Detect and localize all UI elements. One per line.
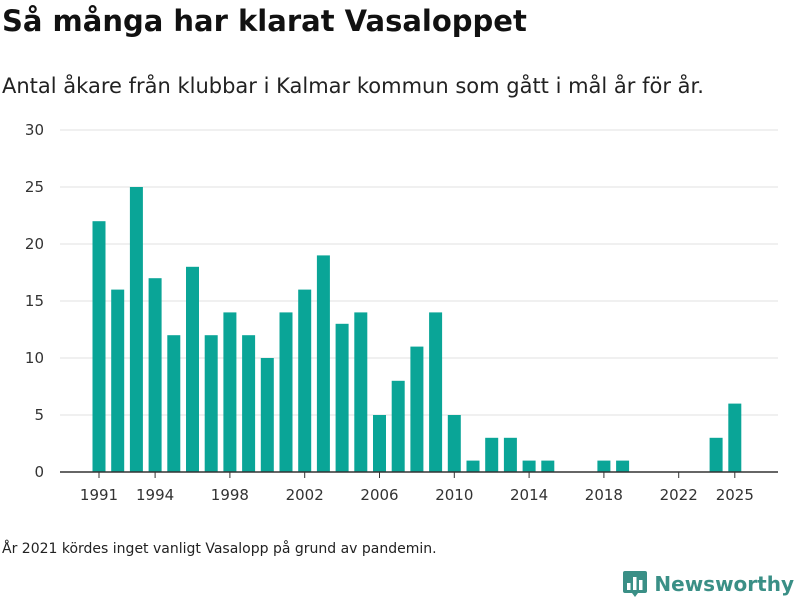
bar-chart-logo-icon — [623, 571, 648, 597]
x-tick-labels: 1991 1994 1998 2002 2006 2010 2014 2018 2022 2025 — [80, 472, 754, 504]
bar-1991 — [92, 221, 106, 472]
bar-1995 — [167, 335, 181, 472]
bar-1996 — [186, 266, 199, 472]
chart-subtitle: Antal åkare från klubbar i Kalmar kommun… — [2, 74, 704, 98]
bar-2001 — [279, 312, 293, 472]
bar-1997 — [204, 335, 218, 472]
bar-1999 — [242, 335, 256, 472]
y-tick-label: 0 — [34, 463, 44, 481]
x-tick-label: 1998 — [211, 486, 249, 504]
bar-2013 — [503, 437, 517, 472]
bar-1998 — [223, 312, 237, 472]
chart-title: Så många har klarat Vasaloppet — [2, 4, 527, 38]
bar-1993 — [129, 187, 143, 472]
x-tick-label: 1991 — [80, 486, 118, 504]
bar-2011 — [466, 460, 480, 472]
bar-2008 — [410, 346, 424, 472]
bar-2014 — [522, 460, 536, 472]
bar-1992 — [111, 289, 125, 472]
y-tick-label: 20 — [25, 235, 44, 253]
bar-2024 — [709, 437, 723, 472]
bar-2015 — [541, 460, 555, 472]
bar-2018 — [597, 460, 611, 472]
x-tick-label: 2018 — [585, 486, 623, 504]
bar-2003 — [316, 255, 330, 472]
y-tick-labels: 0 5 10 15 20 25 30 — [25, 121, 44, 481]
y-tick-label: 30 — [25, 121, 44, 139]
y-tick-label: 5 — [34, 406, 44, 424]
x-tick-label: 1994 — [136, 486, 174, 504]
bars — [92, 187, 742, 472]
bar-2010 — [447, 415, 461, 472]
bar-2009 — [429, 312, 443, 472]
x-tick-label: 2014 — [510, 486, 548, 504]
bar-2000 — [260, 358, 274, 472]
brand-name: Newsworthy — [654, 572, 794, 596]
y-tick-label: 15 — [25, 292, 44, 310]
bar-2019 — [616, 460, 630, 472]
bar-2012 — [485, 437, 499, 472]
bar-2025 — [728, 403, 742, 472]
y-tick-label: 10 — [25, 349, 44, 367]
x-tick-label: 2022 — [660, 486, 698, 504]
x-tick-label: 2010 — [435, 486, 473, 504]
bar-2004 — [335, 323, 349, 472]
bar-2002 — [298, 289, 312, 472]
x-tick-label: 2025 — [716, 486, 754, 504]
bar-2006 — [373, 415, 386, 472]
bar-2007 — [391, 380, 405, 472]
x-tick-label: 2002 — [286, 486, 324, 504]
x-tick-label: 2006 — [360, 486, 398, 504]
bar-2005 — [354, 312, 368, 472]
y-tick-label: 25 — [25, 178, 44, 196]
bar-1994 — [148, 278, 162, 472]
footnote: År 2021 kördes inget vanligt Vasalopp på… — [2, 541, 437, 557]
brand-logo: Newsworthy — [622, 569, 794, 599]
